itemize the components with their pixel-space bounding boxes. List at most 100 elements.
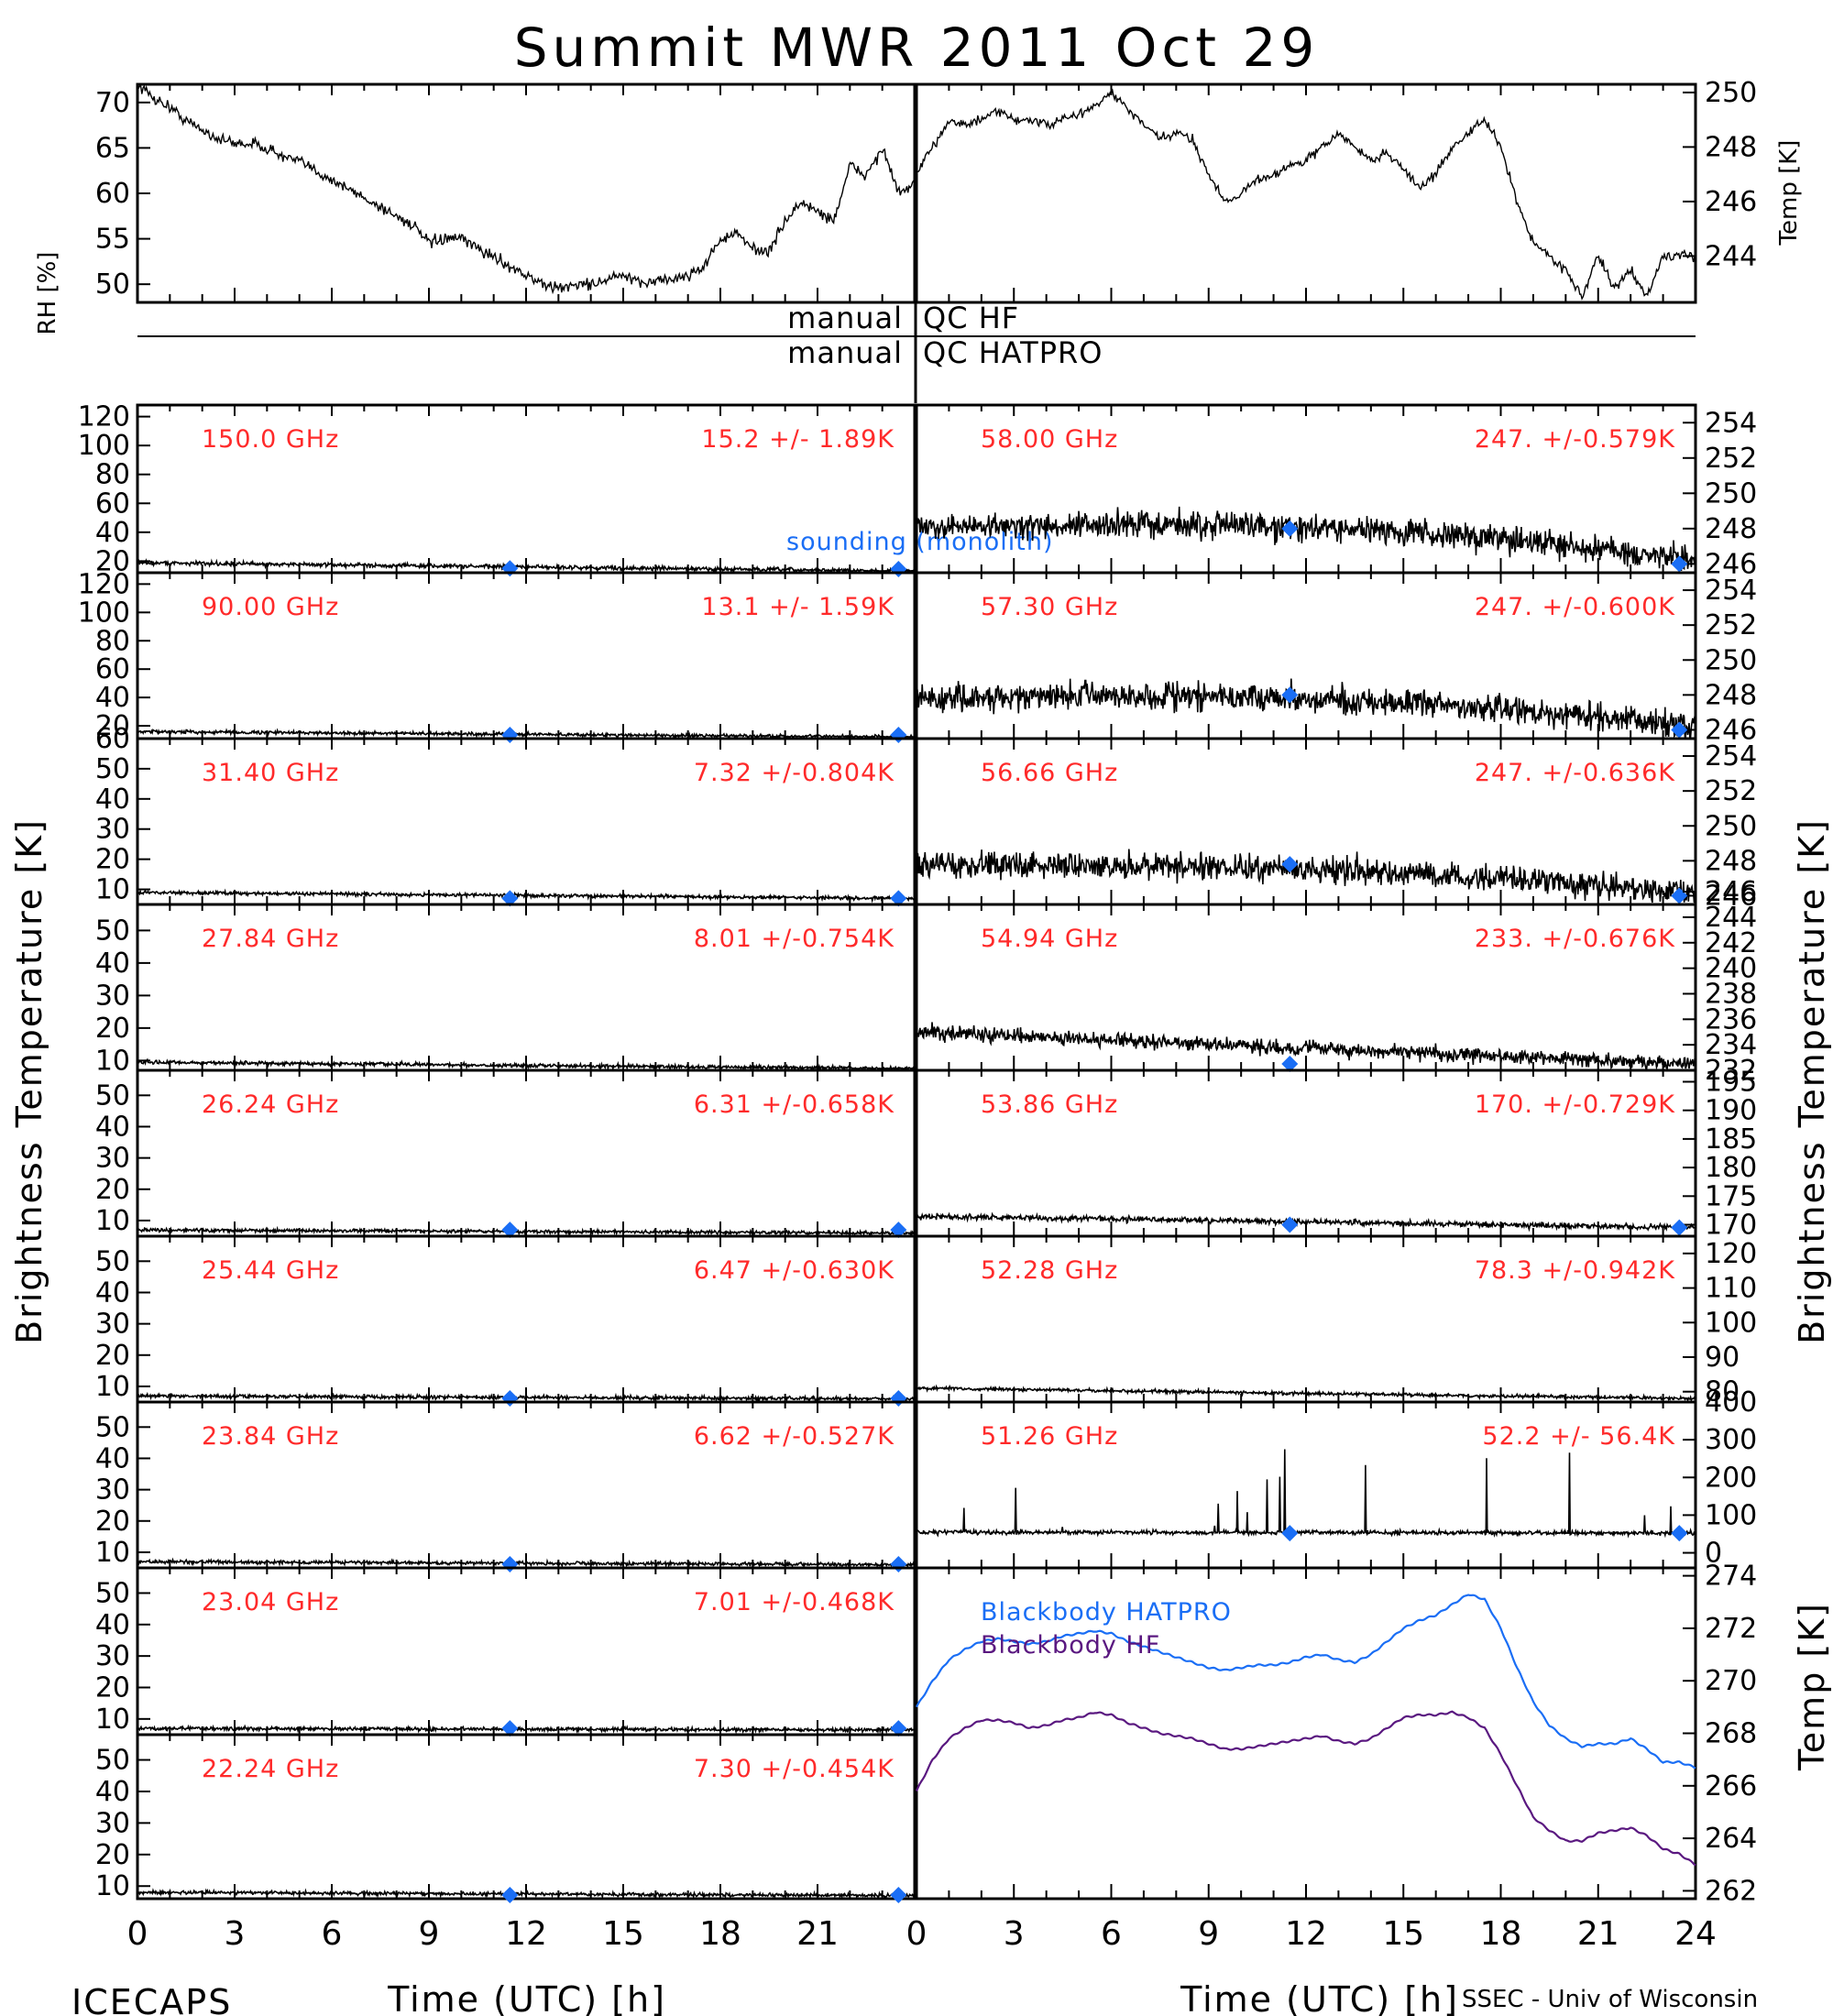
- sounding-marker: [890, 1222, 907, 1239]
- y-tick-label: 40: [95, 1111, 130, 1143]
- y-tick-label: 238: [1705, 978, 1757, 1010]
- y-tick-label: 185: [1705, 1123, 1757, 1156]
- xaxis-label-right: Time (UTC) [h]: [1180, 1979, 1459, 2016]
- x-tick-label-left: 3: [225, 1915, 246, 1953]
- footer-icecaps: ICECAPS: [71, 1982, 232, 2016]
- channel-stats-label: 247. +/-0.636K: [1475, 759, 1675, 787]
- y-tick-label: 80: [95, 625, 130, 657]
- channel-stats-label: 6.62 +/-0.527K: [694, 1422, 895, 1451]
- y-tick-label: 40: [95, 948, 130, 980]
- y-tick-label: 10: [95, 1537, 130, 1569]
- y-tick-label: 80: [1705, 1376, 1740, 1408]
- y-tick-label: 40: [95, 1276, 130, 1309]
- sounding-marker: [501, 560, 519, 577]
- right-channel-series-line: [916, 1384, 1696, 1403]
- sounding-marker: [501, 890, 519, 907]
- channel-frequency-label: 26.24 GHz: [202, 1090, 339, 1119]
- y-tick-label: 30: [95, 814, 130, 846]
- x-tick-label-left: 9: [419, 1915, 440, 1953]
- y-tick-label: 40: [95, 783, 130, 816]
- left-channel-series-line: [137, 557, 915, 574]
- y-tick-label: 20: [95, 1340, 130, 1372]
- y-tick-label: 70: [95, 87, 130, 119]
- channel-frequency-label: 51.26 GHz: [981, 1422, 1118, 1451]
- y-tick-label: 60: [95, 653, 130, 685]
- x-tick-label-right: 3: [1004, 1915, 1025, 1953]
- y-tick-label: 100: [78, 430, 130, 462]
- y-tick-label: 250: [1705, 644, 1757, 676]
- y-tick-label: 242: [1705, 927, 1757, 959]
- rh-series-line: [137, 84, 916, 295]
- left-channel-series-line: [137, 728, 915, 740]
- y-tick-label: 264: [1705, 1823, 1757, 1855]
- sounding-marker: [501, 1720, 519, 1737]
- y-tick-label: 20: [95, 1671, 130, 1704]
- sounding-marker: [1281, 1525, 1299, 1542]
- y-tick-label: 20: [95, 545, 130, 577]
- sounding-marker: [1281, 686, 1299, 704]
- y-tick-label: 30: [95, 1474, 130, 1507]
- y-tick-label: 40: [95, 1776, 130, 1808]
- y-tick-label: 234: [1705, 1029, 1757, 1061]
- blackbody-panel: 262 264 266 268 270 272 274 Blackbody HATPRO Bla…: [915, 1561, 1757, 1907]
- channel-frequency-label: 150.0 GHz: [202, 425, 339, 454]
- x-tick-label-left: 21: [796, 1915, 839, 1953]
- y-tick-label: 268: [1705, 1718, 1757, 1750]
- y-tick-label: 170: [1705, 1210, 1757, 1242]
- y-tick-label: 244: [1705, 902, 1757, 934]
- x-tick-label-right: 24: [1674, 1915, 1717, 1953]
- y-tick-label: 120: [1705, 1238, 1757, 1270]
- qc-manual-label-2: manual: [787, 335, 903, 370]
- blackbody-series-line: [915, 1710, 1696, 1867]
- y-tick-label: 254: [1705, 740, 1757, 772]
- y-tick-label: 20: [95, 1174, 130, 1206]
- sounding-marker: [1671, 1219, 1688, 1236]
- left-channel-series-line: [137, 1888, 916, 1900]
- channel-frequency-label: 22.24 GHz: [202, 1755, 339, 1783]
- y-tick-label: 40: [95, 1442, 130, 1474]
- channel-stats-label: 233. +/-0.676K: [1475, 925, 1675, 953]
- channel-stats-label: 7.32 +/-0.804K: [694, 759, 895, 787]
- y-tick-label: 200: [1705, 1462, 1757, 1494]
- x-tick-label-right: 0: [906, 1915, 927, 1953]
- y-tick-label: 246: [1705, 876, 1757, 908]
- y-tick-label: 10: [95, 1205, 130, 1237]
- y-tick-label: 248: [1705, 131, 1757, 163]
- qc-hf-label: QC HF: [923, 301, 1019, 335]
- y-tick-label: 254: [1705, 575, 1757, 607]
- channel-stats-label: 8.01 +/-0.754K: [694, 925, 895, 953]
- top-panels: 50 55 60 65 70 244 246 248 250: [95, 77, 1757, 304]
- y-tick-label: 266: [1705, 1770, 1757, 1802]
- sounding-marker: [890, 727, 907, 743]
- y-tick-label: 252: [1705, 609, 1757, 641]
- y-tick-label: 30: [95, 980, 130, 1012]
- y-tick-label: 10: [95, 874, 130, 906]
- y-tick-label: 120: [78, 401, 130, 433]
- rh-axis-label: RH [%]: [34, 252, 61, 335]
- channel-frequency-label: 90.00 GHz: [202, 593, 339, 621]
- y-tick-label: 232: [1705, 1055, 1757, 1087]
- y-tick-label: 195: [1705, 1066, 1757, 1098]
- temp-bottom-axis-label: Temp [K]: [1792, 1602, 1832, 1771]
- channel-stats-label: 52.2 +/- 56.4K: [1482, 1422, 1675, 1451]
- tb-left-axis-label: Brightness Temperature [K]: [9, 818, 49, 1344]
- x-tick-label-right: 9: [1198, 1915, 1219, 1953]
- blackbody-legend-label: Blackbody HATPRO: [981, 1598, 1232, 1627]
- y-tick-label: 20: [95, 844, 130, 876]
- right-channel-series-line: [916, 849, 1696, 904]
- channel-stats-label: 247. +/-0.600K: [1475, 593, 1675, 621]
- channel-frequency-label: 57.30 GHz: [981, 593, 1118, 621]
- y-tick-label: 270: [1705, 1665, 1757, 1697]
- sounding-marker: [1281, 856, 1299, 873]
- x-tick-label-left: 12: [505, 1915, 547, 1953]
- xaxis-label-left: Time (UTC) [h]: [387, 1979, 666, 2016]
- y-tick-label: 20: [95, 710, 130, 742]
- y-tick-label: 10: [95, 1371, 130, 1403]
- y-tick-label: 55: [95, 224, 130, 256]
- sounding-marker: [890, 1887, 907, 1903]
- y-tick-label: 90: [1705, 1342, 1740, 1374]
- channel-stats-label: 6.31 +/-0.658K: [694, 1090, 895, 1119]
- right-channel-series-line: [916, 506, 1696, 572]
- y-tick-label: 272: [1705, 1613, 1757, 1645]
